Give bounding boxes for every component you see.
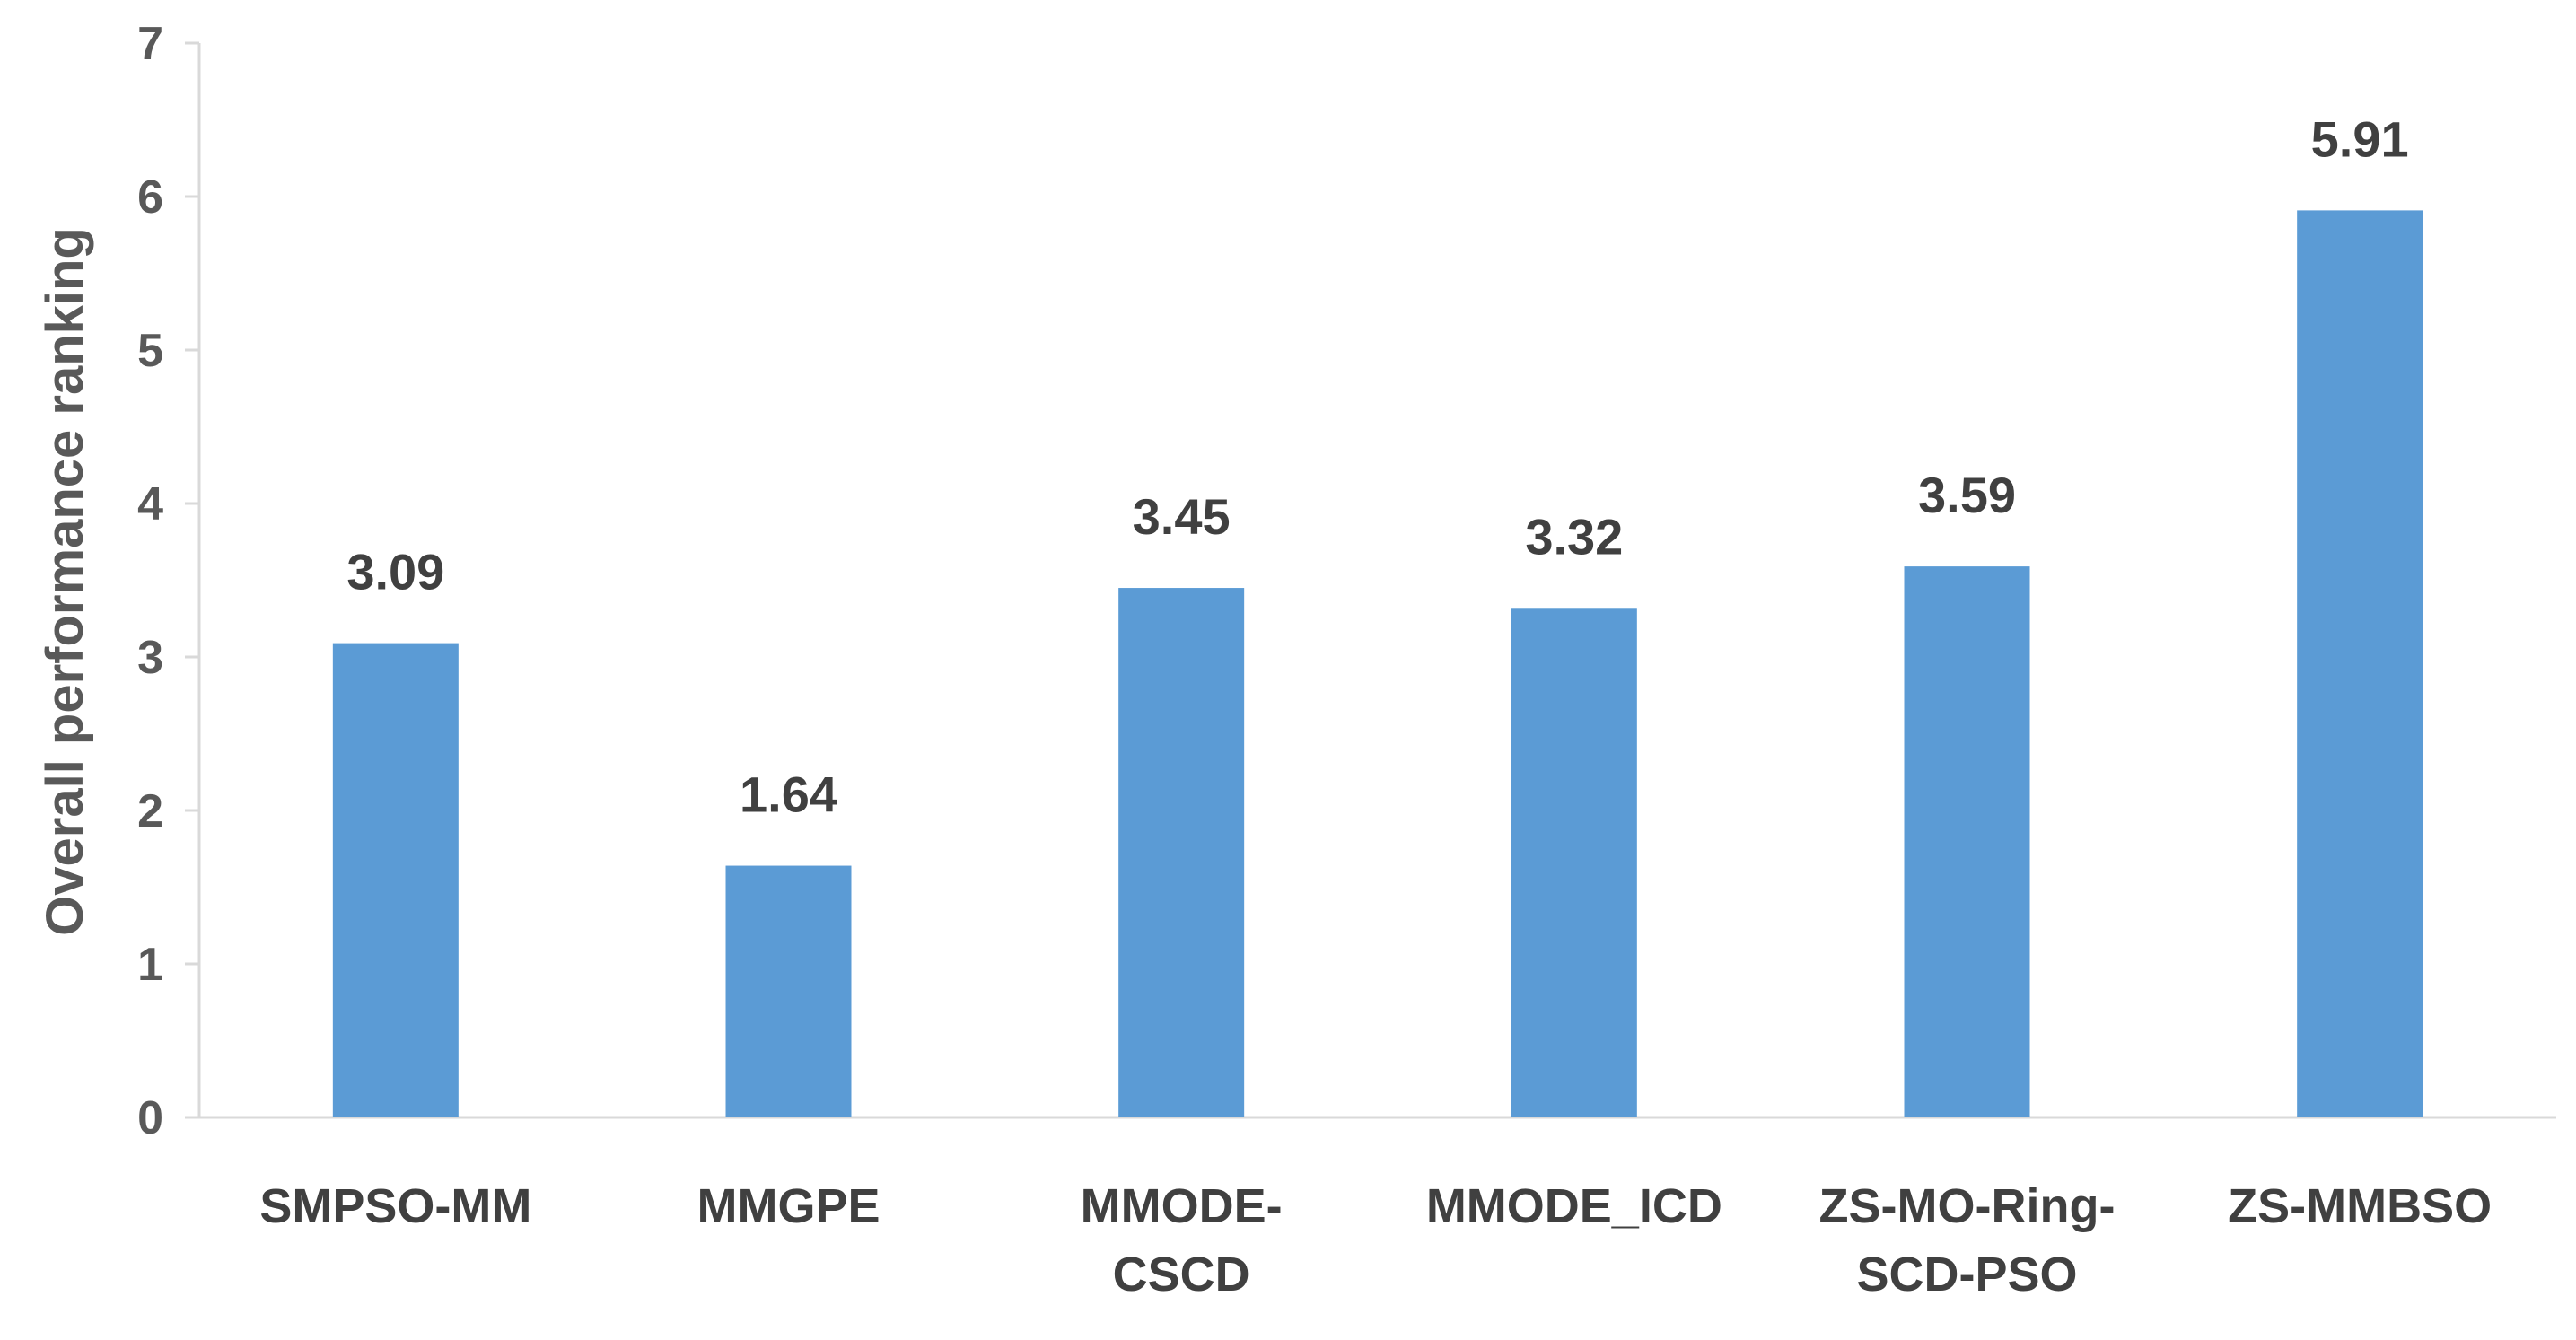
data-label: 3.59 xyxy=(1918,467,2016,523)
y-tick-label: 3 xyxy=(137,632,163,684)
y-tick-label: 0 xyxy=(137,1092,163,1144)
labels: 0 1 2 3 4 5 6 7 3.09 SMPSO-MM 1.64 MMGPE 3.45 MMODE-C… xyxy=(137,18,2492,1301)
y-tick-label: 2 xyxy=(137,785,163,837)
y-tick-label: 5 xyxy=(137,325,163,377)
data-label: 3.45 xyxy=(1133,488,1231,545)
bar xyxy=(1904,566,2030,1117)
bar xyxy=(1118,588,1245,1117)
x-category-label: MMODE_ICD xyxy=(1426,1179,1722,1233)
data-label: 3.32 xyxy=(1525,508,1623,565)
bar xyxy=(725,865,852,1117)
x-category-label: ZS-MMBSO xyxy=(2228,1179,2492,1233)
y-axis-title: Overall performance ranking xyxy=(36,227,94,936)
x-category-label: ZS-MO-Ring-SCD-PSO xyxy=(1819,1179,2116,1301)
axes xyxy=(185,41,2556,1119)
bar xyxy=(332,643,459,1117)
bar xyxy=(1511,608,1637,1117)
x-category-label: MMODE-CSCD xyxy=(1081,1179,1283,1301)
data-label: 5.91 xyxy=(2311,110,2409,167)
bars xyxy=(332,210,2423,1117)
data-label: 3.09 xyxy=(346,544,444,600)
y-tick-label: 1 xyxy=(137,939,163,991)
y-tick-label: 7 xyxy=(137,18,163,70)
data-label: 1.64 xyxy=(740,766,837,823)
x-category-label: SMPSO-MM xyxy=(259,1179,531,1233)
y-tick-label: 6 xyxy=(137,171,163,223)
x-category-label: MMGPE xyxy=(697,1179,880,1233)
bar xyxy=(2297,210,2423,1117)
y-tick-label: 4 xyxy=(137,478,163,530)
